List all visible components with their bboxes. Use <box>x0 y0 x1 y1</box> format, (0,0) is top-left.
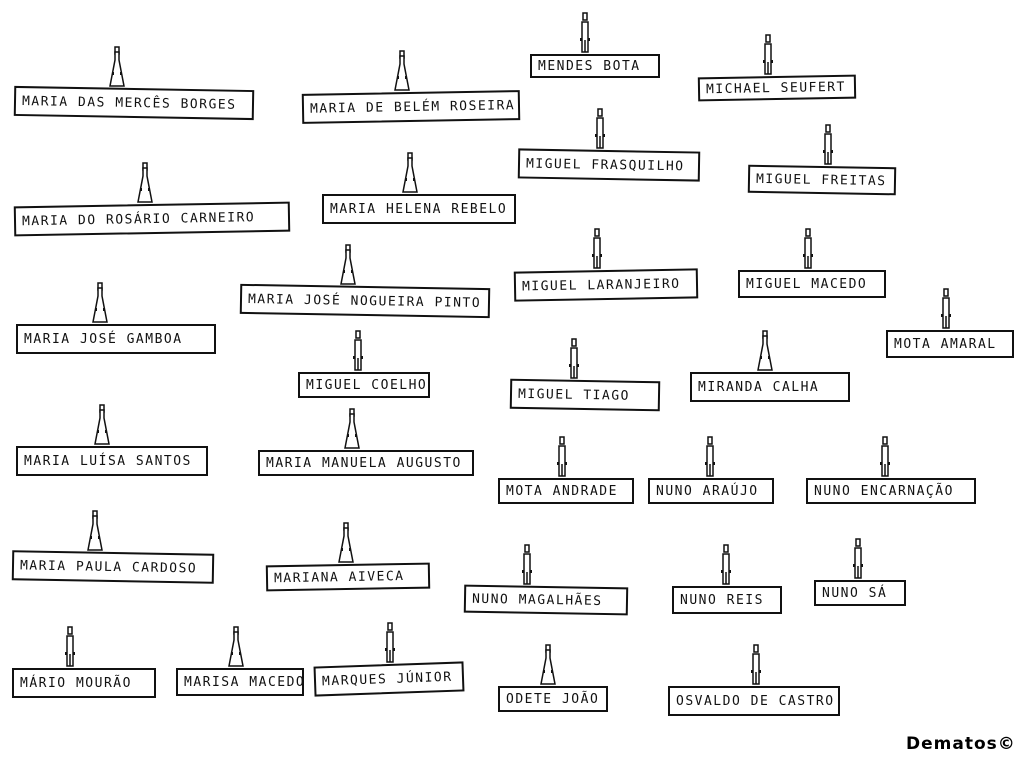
name-plate: Nuno Sá <box>814 580 906 606</box>
figure <box>109 46 125 87</box>
figure <box>94 404 110 445</box>
figure <box>344 408 360 449</box>
figure <box>592 228 602 269</box>
name-plate: Maria Manuela Augusto <box>258 450 474 476</box>
figure <box>87 510 103 551</box>
figure <box>941 288 951 329</box>
name-plate: Maria José Gamboa <box>16 324 216 354</box>
figure <box>385 622 395 663</box>
name-plate: Michael Seufert <box>697 74 857 102</box>
name-plate: Miguel Frasquilho <box>517 148 701 182</box>
figure <box>338 522 354 563</box>
figure <box>803 228 813 269</box>
name-plate: Mário Mourão <box>12 668 156 698</box>
name-plate: Maria das Mercês Borges <box>13 85 255 121</box>
figure <box>853 538 863 579</box>
name-plate: Maria Paula Cardoso <box>11 550 215 584</box>
figure <box>353 330 363 371</box>
name-plate: Marisa Macedo <box>176 668 304 696</box>
name-plate: Mota Andrade <box>498 478 634 504</box>
name-plate: Osvaldo de Castro <box>668 686 840 716</box>
figure <box>751 644 761 685</box>
figure <box>557 436 567 477</box>
figure <box>580 12 590 53</box>
name-plate: Nuno Encarnação <box>806 478 976 504</box>
name-plate: Maria Luísa Santos <box>16 446 208 476</box>
name-plate: Mendes Bota <box>530 54 660 78</box>
name-plate: Maria do Rosário Carneiro <box>13 201 291 237</box>
figure <box>65 626 75 667</box>
name-plate: Nuno Araújo <box>648 478 774 504</box>
name-plate: Nuno Reis <box>672 586 782 614</box>
figure <box>757 330 773 371</box>
signature: Dematos© <box>906 734 1016 754</box>
name-plate: Maria de Belém Roseira <box>301 90 521 124</box>
figure <box>880 436 890 477</box>
name-plate: Maria Helena Rebelo <box>322 194 516 224</box>
name-plate: Odete João <box>498 686 608 712</box>
figure <box>92 282 108 323</box>
name-plate: Miguel Freitas <box>747 164 897 196</box>
figure <box>569 338 579 379</box>
name-plate: Mota Amaral <box>886 330 1014 358</box>
name-plate: Marques Júnior <box>313 661 465 697</box>
figure <box>823 124 833 165</box>
figure <box>595 108 605 149</box>
figure <box>402 152 418 193</box>
figure <box>705 436 715 477</box>
figure <box>394 50 410 91</box>
figure <box>721 544 731 585</box>
figure <box>340 244 356 285</box>
figure <box>763 34 773 75</box>
name-plate: Miguel Coelho <box>298 372 430 398</box>
figure <box>540 644 556 685</box>
name-plate: Miguel Tiago <box>509 378 661 412</box>
name-plate: Miranda Calha <box>690 372 850 402</box>
figure <box>228 626 244 667</box>
figure <box>137 162 153 203</box>
figure <box>522 544 532 585</box>
name-plate: Nuno Magalhães <box>463 584 629 616</box>
name-plate: Miguel Macedo <box>738 270 886 298</box>
name-plate: Miguel Laranjeiro <box>513 268 699 302</box>
name-plate: Maria José Nogueira Pinto <box>239 283 491 319</box>
name-plate: Mariana Aiveca <box>265 562 431 592</box>
